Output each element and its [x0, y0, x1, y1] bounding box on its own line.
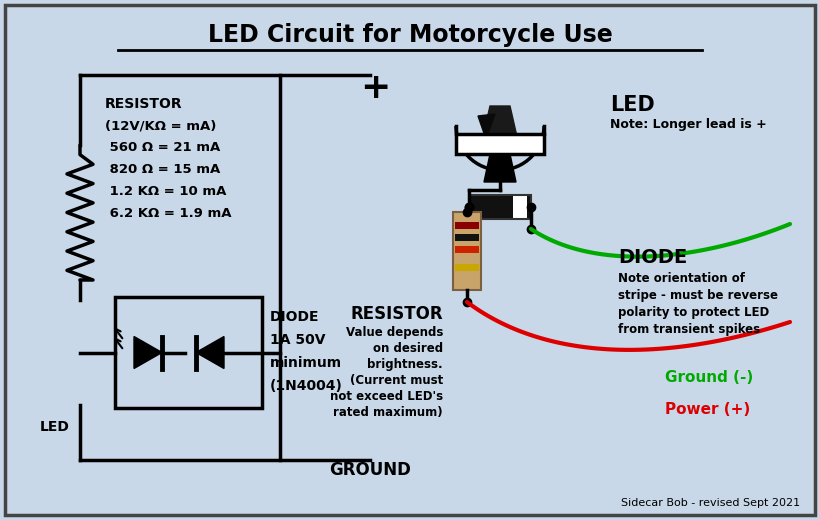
Bar: [452, 212, 481, 290]
Text: GROUND: GROUND: [328, 461, 410, 479]
Text: DIODE: DIODE: [269, 310, 319, 324]
Polygon shape: [196, 336, 224, 369]
Text: (12V/KΩ = mA): (12V/KΩ = mA): [105, 119, 216, 132]
Text: (Current must: (Current must: [350, 374, 442, 387]
Polygon shape: [133, 336, 162, 369]
Text: 6.2 KΩ = 1.9 mA: 6.2 KΩ = 1.9 mA: [105, 207, 231, 220]
Polygon shape: [482, 106, 518, 141]
Text: brightness.: brightness.: [367, 358, 442, 371]
Text: RESISTOR: RESISTOR: [350, 305, 442, 323]
Text: rated maximum): rated maximum): [333, 406, 442, 419]
Bar: [115, 297, 262, 408]
Text: Sidecar Bob - revised Sept 2021: Sidecar Bob - revised Sept 2021: [620, 498, 799, 508]
Bar: [468, 195, 531, 219]
Bar: [455, 134, 543, 154]
Polygon shape: [483, 154, 515, 182]
Text: 820 Ω = 15 mA: 820 Ω = 15 mA: [105, 163, 220, 176]
Bar: [513, 195, 527, 219]
Text: RESISTOR: RESISTOR: [105, 97, 183, 111]
Polygon shape: [477, 114, 495, 139]
Bar: [455, 264, 478, 271]
Text: stripe - must be reverse: stripe - must be reverse: [618, 289, 777, 302]
Text: DIODE: DIODE: [618, 248, 686, 267]
Text: 560 Ω = 21 mA: 560 Ω = 21 mA: [105, 141, 220, 154]
Text: not exceed LED's: not exceed LED's: [329, 390, 442, 403]
Text: Power (+): Power (+): [664, 402, 749, 418]
Text: Note orientation of: Note orientation of: [618, 272, 744, 285]
Text: LED: LED: [40, 420, 70, 434]
Text: (1N4004): (1N4004): [269, 379, 342, 393]
Bar: [455, 222, 478, 229]
Text: on desired: on desired: [373, 342, 442, 355]
Text: 1.2 KΩ = 10 mA: 1.2 KΩ = 10 mA: [105, 185, 226, 198]
Bar: [455, 234, 478, 241]
Bar: [455, 246, 478, 253]
Text: 1A 50V: 1A 50V: [269, 333, 325, 347]
Text: +: +: [360, 71, 390, 105]
Bar: [468, 195, 531, 219]
Text: LED: LED: [609, 95, 654, 115]
Text: Note: Longer lead is +: Note: Longer lead is +: [609, 118, 766, 131]
Text: from transient spikes: from transient spikes: [618, 323, 759, 336]
Text: Ground (-): Ground (-): [664, 370, 753, 385]
Text: minimum: minimum: [269, 356, 342, 370]
Text: LED Circuit for Motorcycle Use: LED Circuit for Motorcycle Use: [207, 23, 612, 47]
Text: polarity to protect LED: polarity to protect LED: [618, 306, 768, 319]
Text: Value depends: Value depends: [345, 326, 442, 339]
